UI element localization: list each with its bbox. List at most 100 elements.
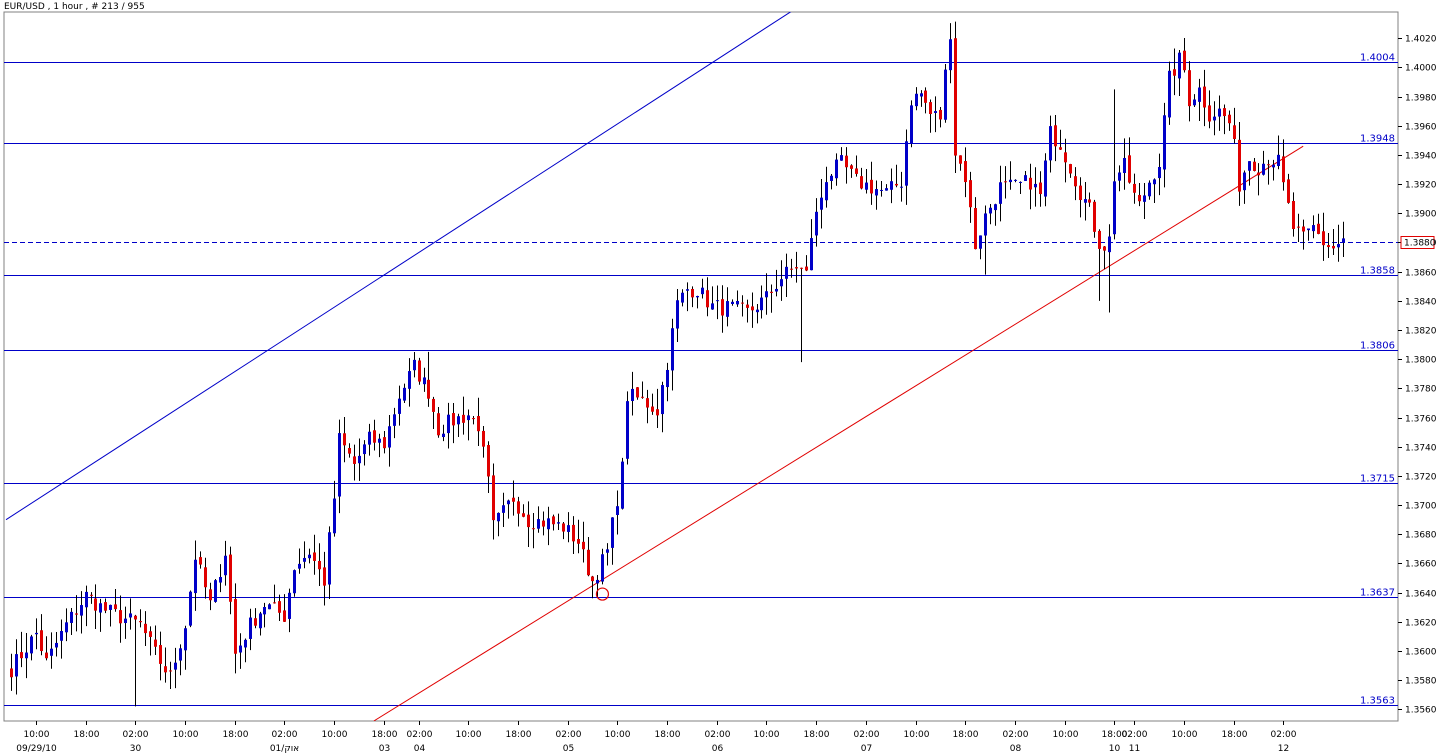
candle-body	[596, 579, 599, 584]
candle	[601, 548, 604, 585]
candle-body	[134, 615, 137, 620]
candle	[651, 393, 654, 415]
candle-body	[1079, 185, 1082, 201]
candle-body	[994, 204, 997, 211]
candle-body	[587, 549, 590, 576]
candle	[929, 99, 932, 133]
candle-body	[502, 505, 505, 513]
candle-body	[875, 189, 878, 196]
candle-body	[676, 300, 679, 329]
candle-body	[1243, 172, 1246, 191]
candle-body	[621, 461, 624, 509]
y-tick-label-8: 1.3860	[1405, 269, 1437, 279]
candle-body	[527, 514, 530, 528]
candle-body	[835, 159, 838, 179]
candle-body	[1223, 108, 1226, 117]
candle-body	[124, 618, 127, 624]
candle-body	[512, 497, 515, 502]
candle-body	[1312, 225, 1315, 232]
x-tick-time-10: 18:00	[506, 730, 532, 740]
candle-body	[60, 630, 63, 641]
x-tick-time-6: 10:00	[322, 730, 348, 740]
candle	[303, 541, 306, 569]
candle-body	[746, 304, 749, 308]
candle	[1292, 192, 1295, 237]
y-tick-label-15: 1.3720	[1405, 473, 1437, 483]
candle	[910, 100, 913, 148]
candle-body	[1074, 176, 1077, 187]
candle	[154, 625, 157, 656]
candle	[1198, 78, 1201, 121]
candle	[278, 594, 281, 622]
candle	[716, 285, 719, 320]
candle-body	[1034, 183, 1037, 188]
candle-body	[268, 604, 271, 610]
x-tick-time-12: 10:00	[605, 730, 631, 740]
level-label-0: 1.4004	[1360, 53, 1395, 64]
x-tick-time-13: 18:00	[655, 730, 681, 740]
candle-body	[403, 387, 406, 401]
candle	[567, 512, 570, 543]
candle-body	[348, 448, 351, 454]
candle-body	[1128, 155, 1131, 183]
candle	[1248, 161, 1251, 186]
candle-body	[1049, 126, 1052, 161]
candle-body	[169, 670, 172, 672]
candle-body	[805, 266, 808, 271]
candle	[760, 285, 763, 319]
candle	[1322, 212, 1325, 261]
candle	[20, 631, 23, 668]
candle-body	[1064, 152, 1067, 163]
candle-body	[611, 517, 614, 548]
candle	[1193, 94, 1196, 107]
candle	[452, 402, 455, 444]
x-tick-time-9: 10:00	[456, 730, 482, 740]
candle-body	[800, 267, 803, 269]
candle-body	[472, 418, 475, 420]
candle	[547, 506, 550, 546]
candle	[785, 253, 788, 298]
candle	[681, 289, 684, 307]
x-tick-time-20: 02:00	[1003, 730, 1029, 740]
candle-body	[437, 413, 440, 436]
candle	[398, 385, 401, 426]
candle	[626, 391, 629, 465]
x-tick-time-17: 02:00	[854, 730, 880, 740]
candle	[1034, 167, 1037, 207]
candle	[383, 431, 386, 454]
candle	[964, 147, 967, 198]
level-label-4: 1.3715	[1360, 474, 1395, 485]
candle	[50, 632, 53, 669]
x-tick-time-7: 18:00	[372, 730, 398, 740]
candle-body	[900, 186, 903, 188]
candle-body	[313, 552, 316, 561]
candle-body	[288, 592, 291, 619]
candle-body	[427, 379, 430, 399]
y-tick-label-11: 1.3800	[1405, 356, 1437, 366]
candle-body	[1183, 50, 1186, 71]
candle	[239, 633, 242, 669]
candle-body	[1009, 179, 1012, 183]
candle	[820, 178, 823, 229]
candle	[477, 397, 480, 446]
candle-body	[954, 38, 957, 156]
candle-body	[109, 604, 112, 610]
candle	[840, 147, 843, 161]
candle-body	[696, 296, 699, 298]
candle	[770, 284, 773, 313]
candle-body	[661, 385, 664, 415]
plot-area[interactable]	[3, 11, 1399, 722]
candle	[1218, 95, 1221, 131]
candle-body	[850, 165, 853, 169]
candle-body	[1054, 125, 1057, 147]
x-tick-time-26: 02:00	[1271, 730, 1297, 740]
candle	[611, 517, 614, 565]
candle-body	[711, 303, 714, 310]
y-tick-label-6: 1.3900	[1405, 210, 1437, 220]
markers	[595, 587, 610, 601]
candle-body	[1044, 160, 1047, 197]
candle-body	[741, 302, 744, 304]
candle-body	[224, 555, 227, 576]
candle	[442, 424, 445, 442]
